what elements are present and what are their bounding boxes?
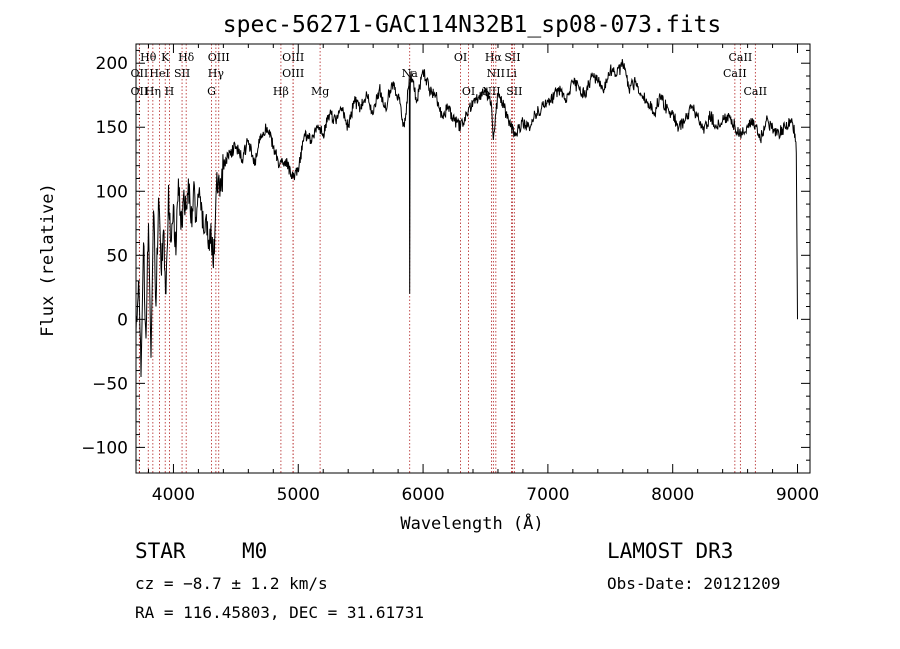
x-tick-label: 9000 [776,485,819,505]
line-label: Hα [485,51,503,64]
line-label: G [207,85,216,98]
line-label: Hθ [140,51,157,64]
line-label: Hη [145,85,161,98]
line-label: CaII [743,85,767,98]
obs-date: Obs-Date: 20121209 [607,574,781,593]
x-tick-label: 6000 [401,485,444,505]
line-label: OII [131,85,149,98]
y-tick-label: 200 [96,54,128,74]
line-label: NII [487,67,505,80]
x-tick-label: 7000 [526,485,569,505]
line-label: H [165,85,175,98]
chart-title: spec-56271-GAC114N32B1_sp08-073.fits [223,12,722,38]
line-label: OI [454,51,467,64]
line-label: Na [402,67,419,80]
y-tick-label: −100 [81,438,128,458]
spectrum-line [135,59,798,378]
line-label: K [161,51,170,64]
y-tick-label: 0 [117,310,128,330]
y-tick-label: 50 [106,246,128,266]
x-tick-label: 8000 [651,485,694,505]
y-tick-label: 100 [96,182,128,202]
x-axis-ticks: 4000 5000 6000 7000 8000 9000 [147,44,819,505]
x-tick-label: 5000 [277,485,320,505]
line-label: CaII [729,51,753,64]
survey-name: LAMOST DR3 [607,539,734,563]
object-subclass: M0 [242,539,268,563]
y-tick-label: −50 [92,374,128,394]
spectrum-series [135,59,798,378]
line-label: OI [462,85,475,98]
line-label: OIII [282,51,304,64]
line-label: Mg [311,85,329,98]
line-label: SII [504,51,520,64]
line-label: OIII [282,67,304,80]
x-axis-label: Wavelength (Å) [400,512,543,534]
x-tick-label: 4000 [152,485,195,505]
plot-frame [135,43,811,474]
line-label: HeI [149,67,169,80]
y-tick-label: 150 [96,118,128,138]
line-label: SII [174,67,190,80]
redshift-cz: cz = −8.7 ± 1.2 km/s [135,574,328,593]
line-label: Hδ [178,51,195,64]
line-label: Hγ [208,67,225,80]
object-type: STAR [135,539,186,563]
y-axis-label: Flux (relative) [38,183,58,337]
line-label: SII [506,85,522,98]
line-label: Hβ [273,85,289,98]
ra-dec: RA = 116.45803, DEC = 31.61731 [135,603,424,622]
line-label: CaII [723,67,747,80]
y-axis-ticks: −100 −50 0 50 100 150 200 [81,49,810,461]
line-label: OIII [208,51,230,64]
line-label: Li [506,67,517,80]
